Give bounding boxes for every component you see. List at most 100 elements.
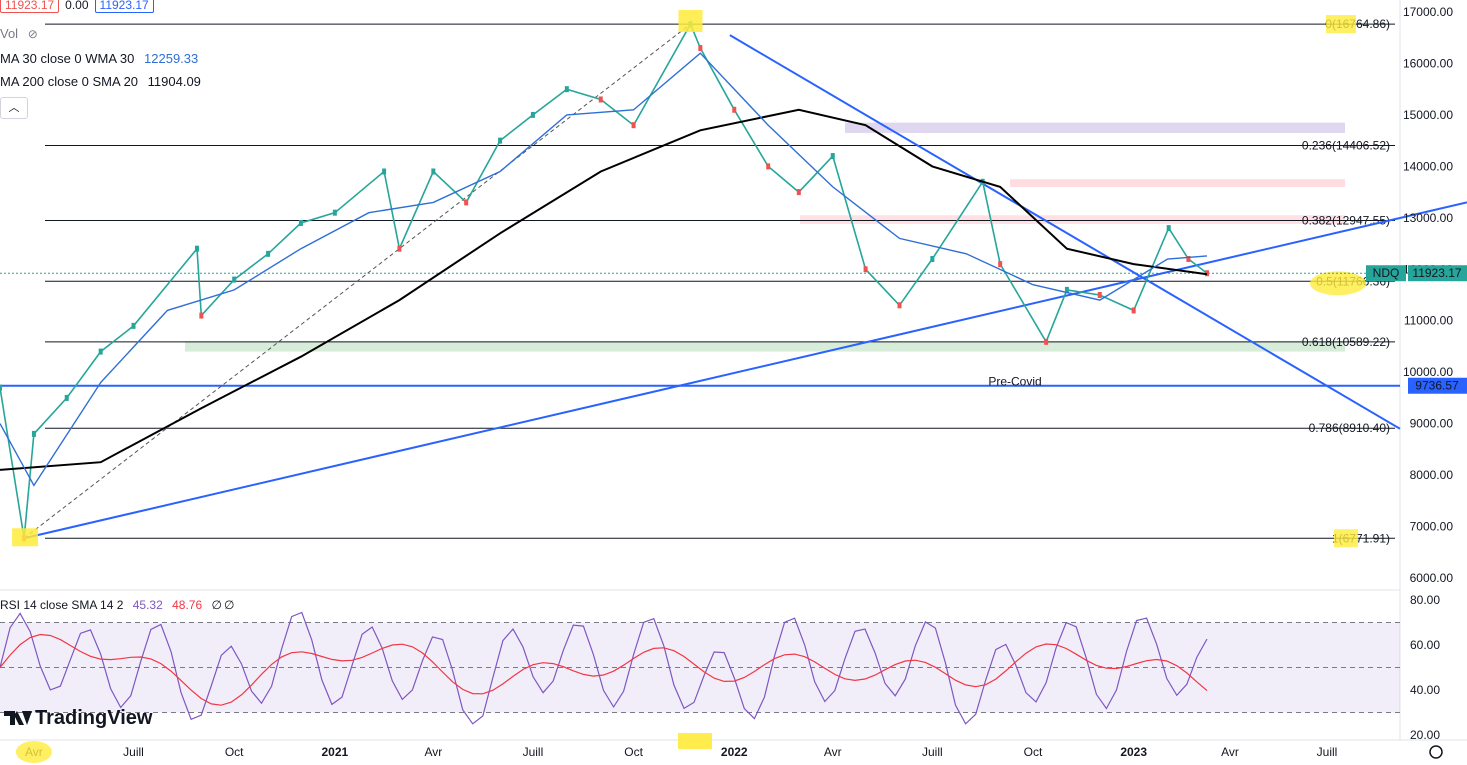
price-point <box>796 189 801 196</box>
precovid-label: Pre-Covid <box>988 375 1041 389</box>
rsi-tick-label: 40.00 <box>1410 683 1440 697</box>
price-point <box>1064 286 1069 293</box>
downtrend-line <box>729 34 1401 430</box>
price-point <box>64 394 69 401</box>
price-point <box>397 245 402 252</box>
rsi-band <box>0 622 1400 713</box>
fib-05-highlight <box>1310 271 1366 296</box>
time-tick-label: Juill <box>123 745 144 759</box>
time-highlight-avr <box>15 741 52 763</box>
ma200-legend[interactable]: MA 200 close 0 SMA 20 11904.09 <box>0 74 207 89</box>
vol-label: Vol <box>0 26 19 41</box>
time-tick-label: 2021 <box>322 745 349 759</box>
rsi-value: 45.32 <box>132 598 163 612</box>
resistance-zone-red-top <box>1010 179 1345 187</box>
branding-text: TradingView <box>35 707 153 729</box>
price-point <box>332 209 337 216</box>
price-tick-label: 6000.00 <box>1410 571 1454 585</box>
price-point <box>930 255 935 262</box>
time-tick-label: Juill <box>1317 745 1338 759</box>
time-tick-label: Oct <box>225 745 244 759</box>
price-point <box>266 250 271 257</box>
price-point <box>131 322 136 329</box>
rsi-legend[interactable]: RSI 14 close SMA 14 2 45.32 48.76 ∅ ∅ <box>0 598 240 612</box>
time-tick-label: Oct <box>624 745 643 759</box>
price-tick-label: 9000.00 <box>1410 417 1454 431</box>
vol-legend[interactable]: Vol ⊘ <box>0 26 44 41</box>
time-tick-label: Avr <box>824 745 842 759</box>
rsi-extra1: ∅ <box>211 598 222 612</box>
price-point <box>498 137 503 144</box>
price-point <box>530 111 535 118</box>
open-value: 11923.17 <box>0 0 60 13</box>
last-price-text: 11923.17 <box>1412 266 1461 280</box>
ohlc-legend: 11923.17 0.00 11923.17 <box>0 0 160 13</box>
rsi-extra2: ∅ <box>223 598 235 612</box>
ndq-symbol-text: NDQ <box>1373 266 1400 280</box>
fib-0-highlight <box>1326 15 1356 34</box>
rsi-label: RSI 14 close SMA 14 2 <box>0 598 124 612</box>
ma30-legend[interactable]: MA 30 close 0 WMA 30 12259.33 <box>0 51 204 66</box>
price-point <box>298 219 303 226</box>
ndq-symbol-tag <box>1366 265 1406 282</box>
chevron-up-icon: ︿ <box>8 102 20 114</box>
tradingview-logo[interactable]: TradingView <box>4 706 152 730</box>
price-point <box>766 163 771 170</box>
eye-crossed-icon[interactable]: ⊘ <box>27 27 38 41</box>
change-value: 0.00 <box>65 0 89 12</box>
support-zone-green <box>185 341 1345 352</box>
price-point <box>194 245 199 252</box>
price-point <box>1097 292 1102 298</box>
price-point <box>1131 307 1136 314</box>
price-tick-label: 7000.00 <box>1410 520 1454 534</box>
time-tick-label: Juill <box>523 745 544 759</box>
precovid-price-text: 9736.57 <box>1415 379 1459 393</box>
peak-highlight <box>678 10 703 32</box>
collapse-legend-button[interactable]: ︿ <box>0 97 28 119</box>
price-point <box>863 266 868 273</box>
precovid-price-tag <box>1408 377 1467 394</box>
time-tick-label: 2022 <box>721 745 748 759</box>
price-point <box>232 276 237 283</box>
ma30-value: 12259.33 <box>144 51 199 66</box>
price-point <box>897 302 902 309</box>
time-tick-label: Juill <box>922 745 943 759</box>
rsi-line <box>0 611 1208 725</box>
price-point <box>564 86 569 93</box>
last-price-tag <box>1408 265 1467 282</box>
price-point <box>1166 225 1171 232</box>
fib-label-0-786: 0.786(8910.40) <box>1309 421 1390 435</box>
price-point <box>1186 255 1191 262</box>
fib-1-highlight <box>1334 529 1358 548</box>
ma200-label: MA 200 close 0 SMA 20 <box>0 74 139 89</box>
price-point <box>698 45 703 52</box>
price-point <box>199 312 204 319</box>
price-tick-label: 13000.00 <box>1403 211 1453 225</box>
price-tick-label: 8000.00 <box>1410 468 1454 482</box>
price-point <box>0 384 2 391</box>
low-highlight <box>12 528 39 547</box>
rsi-tick-label: 60.00 <box>1410 638 1440 652</box>
price-point <box>998 261 1003 268</box>
price-tick-label: 10000.00 <box>1403 365 1453 379</box>
gear-icon[interactable] <box>1429 745 1443 759</box>
price-point <box>631 122 636 129</box>
resistance-zone-purple <box>845 122 1345 133</box>
price-tick-label: 11000.00 <box>1404 314 1453 328</box>
price-point <box>382 168 387 175</box>
time-tick-label: Avr <box>424 745 442 759</box>
time-tick-label: Oct <box>1024 745 1043 759</box>
ma200-line <box>0 108 1208 471</box>
time-highlight-peak <box>678 733 712 749</box>
ma30-label: MA 30 close 0 WMA 30 <box>0 51 135 66</box>
rsi-tick-label: 20.00 <box>1410 728 1440 742</box>
rsi-sma-line <box>0 633 1208 706</box>
price-tick-label: 15000.00 <box>1403 108 1453 122</box>
rsi-sma-value: 48.76 <box>172 598 203 612</box>
price-tick-label: 17000.00 <box>1403 5 1453 19</box>
fib-label-0-618: 0.618(10589.22) <box>1302 335 1390 349</box>
time-tick-label: 2023 <box>1120 745 1147 759</box>
price-tick-label: 16000.00 <box>1403 56 1453 70</box>
price-point <box>98 348 103 355</box>
